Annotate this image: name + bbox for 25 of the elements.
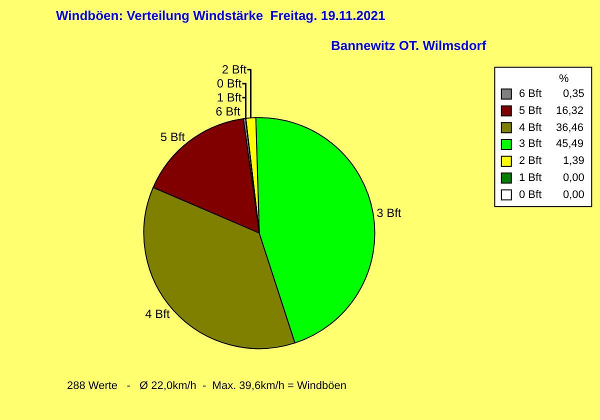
text: 288 Werte - Ø 22,0km/h - Max. 39,6km/h = Windböen xyxy=(67,380,347,392)
data-label: 45,49 xyxy=(556,138,584,150)
text: 0,00 xyxy=(563,189,584,201)
chart-subtitle: Bannewitz OT. Wilmsdorf xyxy=(331,38,487,53)
slice-label: 5 Bft xyxy=(160,130,186,144)
data-label: 1,39 xyxy=(563,155,584,167)
data-label: 36,46 xyxy=(556,122,584,134)
legend-label: 0 Bft xyxy=(519,189,542,201)
text: 0,00 xyxy=(563,172,584,184)
chart-title: Windböen: Verteilung Windstärke Freitag. 19.11.2021 xyxy=(56,8,386,23)
legend-title: % xyxy=(559,73,569,85)
legend-label: 1 Bft xyxy=(519,172,542,184)
legend-label: 2 Bft xyxy=(519,155,542,167)
legend-label: 5 Bft xyxy=(519,105,542,117)
category-label: 1 Bft xyxy=(216,90,242,105)
slice-label: 4 Bft xyxy=(145,307,170,322)
legend-label: 4 Bft xyxy=(519,122,542,134)
legend-label: 3 Bft xyxy=(519,138,542,150)
slice-label: 6 Bft xyxy=(216,104,241,119)
data-label: 0,35 xyxy=(563,88,584,100)
slice-label: 3 Bft xyxy=(376,206,402,220)
category-label: 0 Bft xyxy=(216,76,242,91)
data-label: 16,32 xyxy=(556,105,584,117)
legend-label: 6 Bft xyxy=(519,88,542,100)
slice-label: 2 Bft xyxy=(222,62,248,77)
